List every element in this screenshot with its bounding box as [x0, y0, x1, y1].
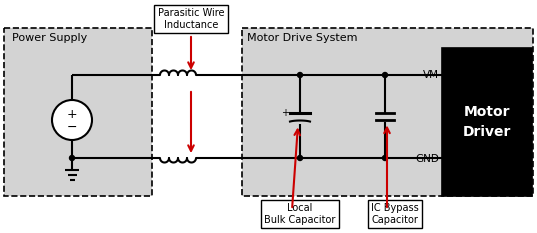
Text: +: + — [281, 107, 289, 117]
Circle shape — [382, 155, 388, 161]
Circle shape — [297, 155, 302, 161]
Text: VM: VM — [423, 70, 439, 80]
Circle shape — [69, 155, 75, 161]
Circle shape — [382, 72, 388, 78]
Text: GND: GND — [415, 154, 439, 164]
Text: Parasitic Wire
Inductance: Parasitic Wire Inductance — [158, 8, 224, 30]
Bar — [4, 28, 152, 196]
Text: IC Bypass
Capacitor: IC Bypass Capacitor — [371, 203, 419, 225]
Text: Local
Bulk Capacitor: Local Bulk Capacitor — [264, 203, 336, 225]
Circle shape — [52, 100, 92, 140]
Text: Power Supply: Power Supply — [12, 33, 87, 43]
Bar — [242, 28, 533, 196]
Bar — [4, 28, 152, 196]
Bar — [442, 48, 532, 196]
Text: Motor Drive System: Motor Drive System — [246, 33, 357, 43]
Bar — [152, 28, 242, 196]
Text: +: + — [67, 107, 77, 120]
Circle shape — [297, 72, 302, 78]
Bar — [242, 28, 533, 196]
Text: −: − — [67, 120, 77, 134]
Text: Motor
Driver: Motor Driver — [463, 105, 511, 139]
